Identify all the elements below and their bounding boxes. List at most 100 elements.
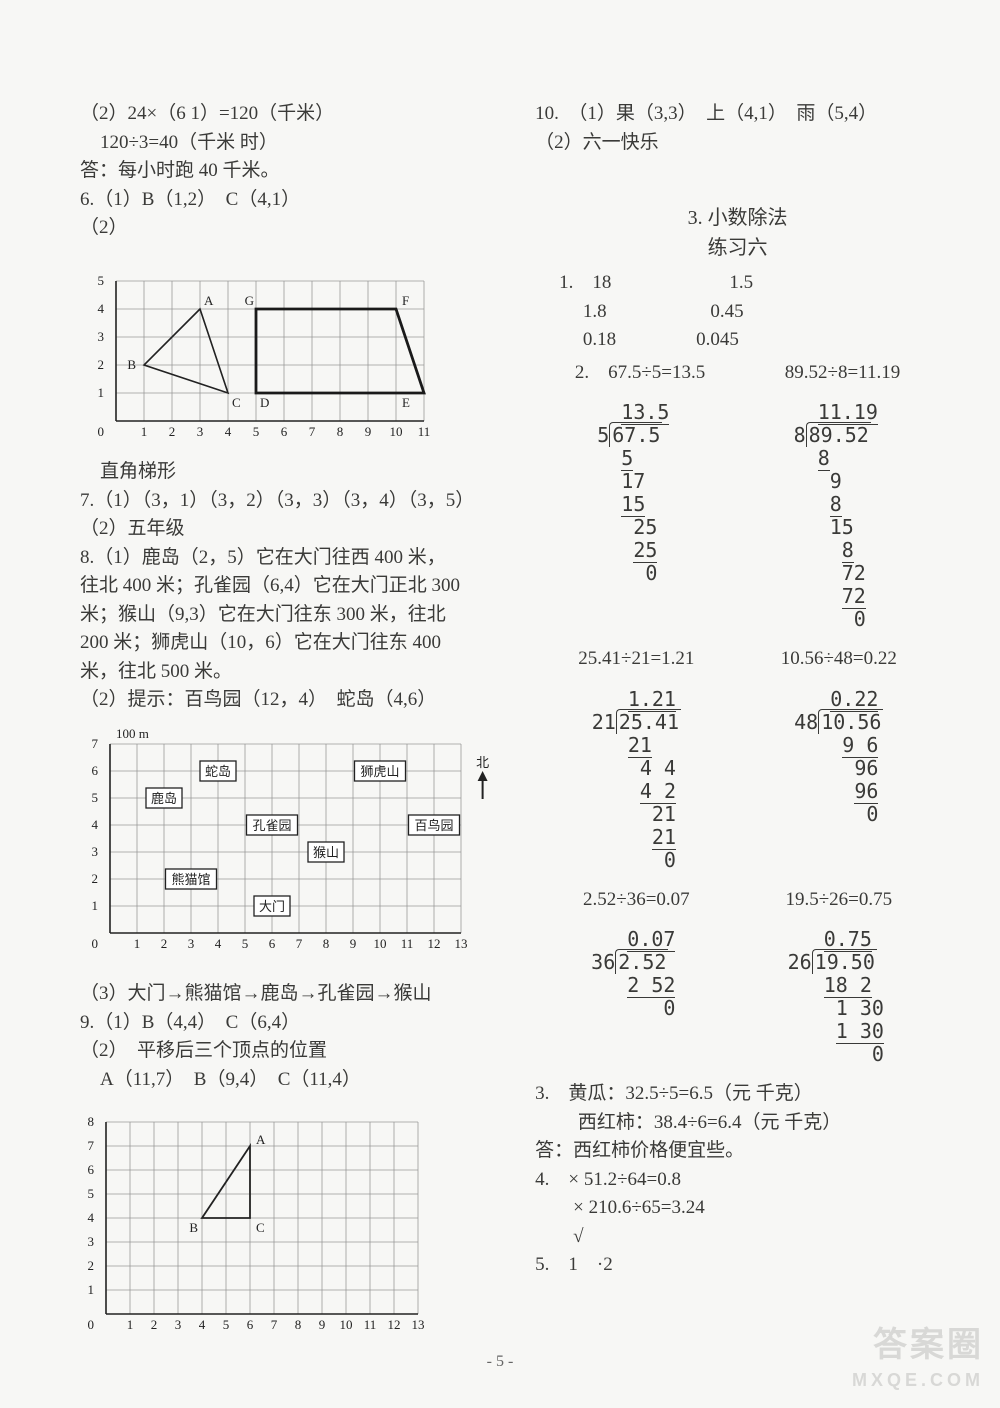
svg-text:7: 7	[296, 936, 303, 951]
calc-pair: 0.07 362.52 2 52 0 0.75 2619.50 18 2 1 3…	[535, 928, 940, 1066]
calc-labels: 2. 67.5÷5=13.5 89.52÷8=11.19	[535, 359, 940, 388]
svg-text:大门: 大门	[259, 899, 285, 914]
svg-text:8: 8	[323, 936, 330, 951]
svg-text:10: 10	[390, 424, 403, 439]
svg-text:蛇岛: 蛇岛	[205, 764, 231, 779]
svg-text:12: 12	[388, 1317, 401, 1332]
svg-text:4: 4	[98, 301, 105, 316]
long-division: 11.19 889.52 8 9 8 15 8 72 72 0	[794, 401, 878, 631]
line: （2）五年级	[80, 515, 505, 544]
svg-text:1: 1	[127, 1317, 134, 1332]
svg-text:1: 1	[98, 385, 105, 400]
svg-text:2: 2	[161, 936, 168, 951]
long-division: 0.07 362.52 2 52 0	[591, 928, 675, 1066]
long-division: 0.22 4810.56 9 6 96 96 0	[794, 688, 883, 872]
line: 米；猴山（9,3）它在大门往东 300 米，往北	[80, 601, 505, 630]
svg-text:1: 1	[92, 898, 99, 913]
svg-text:11: 11	[364, 1317, 377, 1332]
p1-row: 1.8 0.45	[535, 298, 940, 327]
cell: 1.5	[691, 269, 753, 298]
watermark: 答案圈 MXQE.COM	[852, 1320, 984, 1394]
svg-text:熊猫馆: 熊猫馆	[171, 872, 210, 887]
label: 2. 67.5÷5=13.5	[575, 359, 705, 388]
label: 89.52÷8=11.19	[785, 359, 900, 388]
line: √	[535, 1223, 940, 1252]
svg-text:12: 12	[428, 936, 441, 951]
svg-text:9: 9	[350, 936, 357, 951]
calc-labels: 2.52÷36=0.07 19.5÷26=0.75	[535, 886, 940, 915]
svg-text:1: 1	[134, 936, 141, 951]
svg-text:3: 3	[188, 936, 195, 951]
svg-text:7: 7	[92, 736, 99, 751]
cell: 0.18	[559, 326, 616, 355]
line: （2）24×（6 1）=120（千米）	[80, 100, 505, 129]
section-title: 3. 小数除法	[535, 203, 940, 233]
line: 8.（1）鹿岛（2，5）它在大门往西 400 米，	[80, 544, 505, 573]
svg-text:10: 10	[374, 936, 387, 951]
svg-text:11: 11	[418, 424, 431, 439]
right-column: 10. （1）果（3,3） 上（4,1） 雨（5,4） （2）六一快乐 3. 小…	[535, 100, 940, 1350]
line: 10. （1）果（3,3） 上（4,1） 雨（5,4）	[535, 100, 940, 129]
svg-text:5: 5	[253, 424, 260, 439]
svg-text:4: 4	[215, 936, 222, 951]
svg-text:3: 3	[98, 329, 105, 344]
svg-text:0: 0	[98, 424, 105, 439]
line: 9.（1）B（4,4） C（6,4）	[80, 1009, 505, 1038]
svg-text:7: 7	[88, 1138, 95, 1153]
cell: 0.045	[696, 326, 739, 355]
long-division: 0.75 2619.50 18 2 1 30 1 30 0	[788, 928, 884, 1066]
watermark-en: MXQE.COM	[852, 1367, 984, 1394]
svg-text:4: 4	[199, 1317, 206, 1332]
line: 答：西红柿价格便宜些。	[535, 1137, 940, 1166]
p1-row: 0.18 0.045	[535, 326, 940, 355]
svg-text:4: 4	[88, 1210, 95, 1225]
svg-text:B: B	[127, 357, 136, 372]
svg-text:3: 3	[197, 424, 204, 439]
svg-text:2: 2	[88, 1258, 95, 1273]
left-column: （2）24×（6 1）=120（千米） 120÷3=40（千米 时） 答：每小时…	[80, 100, 505, 1350]
svg-text:鹿岛: 鹿岛	[151, 791, 177, 806]
svg-text:4: 4	[92, 817, 99, 832]
cell: 0.45	[687, 298, 744, 327]
svg-text:F: F	[402, 293, 409, 308]
svg-text:3: 3	[88, 1234, 95, 1249]
svg-text:1: 1	[141, 424, 148, 439]
svg-text:3: 3	[92, 844, 99, 859]
svg-text:6: 6	[269, 936, 276, 951]
line: 120÷3=40（千米 时）	[80, 129, 505, 158]
svg-text:G: G	[245, 293, 254, 308]
svg-text:A: A	[204, 293, 214, 308]
svg-text:5: 5	[242, 936, 249, 951]
page-number: - 5 -	[0, 1350, 1000, 1374]
svg-text:百鸟园: 百鸟园	[414, 818, 453, 833]
section-sub: 练习六	[535, 233, 940, 263]
line: A（11,7） B（9,4） C（11,4）	[80, 1066, 505, 1095]
p1-row: 1. 18 1.5	[535, 269, 940, 298]
svg-text:9: 9	[365, 424, 372, 439]
svg-text:2: 2	[98, 357, 105, 372]
svg-text:5: 5	[223, 1317, 230, 1332]
svg-text:0: 0	[92, 936, 99, 951]
line: 3. 黄瓜：32.5÷5=6.5（元 千克）	[535, 1080, 940, 1109]
svg-text:8: 8	[337, 424, 344, 439]
svg-text:C: C	[232, 395, 241, 410]
svg-text:E: E	[402, 395, 410, 410]
label: 19.5÷26=0.75	[785, 886, 892, 915]
svg-text:D: D	[260, 395, 269, 410]
svg-text:孔雀园: 孔雀园	[252, 818, 291, 833]
line: 4. × 51.2÷64=0.8	[535, 1166, 940, 1195]
svg-text:1: 1	[88, 1282, 95, 1297]
svg-text:7: 7	[309, 424, 316, 439]
line: （2）提示：百鸟园（12，4） 蛇岛（4,6）	[80, 686, 505, 715]
svg-text:0: 0	[88, 1317, 95, 1332]
svg-text:6: 6	[247, 1317, 254, 1332]
grid1-label: 直角梯形	[80, 458, 505, 487]
line: 往北 400 米；孔雀园（6,4）它在大门正北 300	[80, 572, 505, 601]
svg-text:5: 5	[88, 1186, 95, 1201]
line: 答：每小时跑 40 千米。	[80, 157, 505, 186]
line: （2）六一快乐	[535, 129, 940, 158]
watermark-cn: 答案圈	[852, 1320, 984, 1371]
svg-text:8: 8	[88, 1114, 95, 1129]
long-division: 1.21 2125.41 21 4 4 4 2 21 21 0	[592, 688, 681, 872]
line: （2）	[80, 214, 505, 243]
